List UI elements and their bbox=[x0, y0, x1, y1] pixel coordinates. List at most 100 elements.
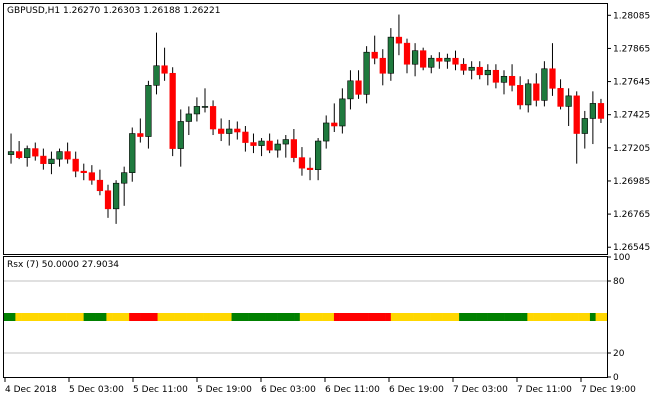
bull-candle-body bbox=[185, 113, 192, 122]
bear-candle-body bbox=[15, 151, 23, 158]
rsx-band-segment bbox=[66, 313, 73, 321]
bear-candle-body bbox=[436, 57, 443, 62]
rsx-band-segment bbox=[521, 313, 528, 321]
rsx-band-segment bbox=[146, 313, 153, 321]
price-tick-label: 1.27425 bbox=[613, 111, 650, 121]
rsx-band-segment bbox=[584, 313, 591, 321]
rsx-band-segment bbox=[538, 313, 545, 321]
indicator-tick-label: 0 bbox=[613, 373, 619, 383]
rsx-band-segment bbox=[362, 313, 369, 321]
rsx-band-segment bbox=[567, 313, 574, 321]
rsx-band-segment bbox=[129, 313, 136, 321]
bear-candle-body bbox=[460, 63, 467, 71]
rsx-band-segment bbox=[277, 313, 284, 321]
candle bbox=[306, 157, 314, 181]
candle bbox=[64, 142, 71, 164]
price-tick-label: 1.27865 bbox=[613, 44, 650, 54]
bear-candle-body bbox=[169, 72, 176, 149]
rsx-band-segment bbox=[447, 313, 454, 321]
bear-candle-body bbox=[533, 83, 540, 101]
rsx-band-segment bbox=[225, 313, 232, 321]
rsx-band-segment bbox=[385, 313, 392, 321]
candle bbox=[525, 79, 532, 113]
bear-candle-body bbox=[476, 66, 483, 76]
bear-candle-body bbox=[379, 57, 386, 74]
bear-candle-body bbox=[250, 142, 257, 146]
candle bbox=[56, 148, 63, 167]
rsx-band-segment bbox=[424, 313, 431, 321]
rsx-band-segment bbox=[254, 313, 261, 321]
candle bbox=[201, 88, 209, 113]
candle bbox=[72, 151, 79, 178]
rsx-band-segment bbox=[311, 313, 318, 321]
bear-candle-body bbox=[395, 36, 403, 44]
candle bbox=[218, 118, 225, 142]
candle bbox=[484, 64, 491, 86]
rsx-band-segment bbox=[339, 313, 346, 321]
rsx-band-segment bbox=[476, 313, 483, 321]
rsx-band-segment bbox=[89, 313, 96, 321]
time-tick-label: 6 Dec 03:00 bbox=[261, 385, 316, 395]
rsx-band-segment bbox=[453, 313, 460, 321]
rsx-band-segment bbox=[368, 313, 375, 321]
time-axis: 4 Dec 2018 5 Dec 03:00 5 Dec 11:00 5 Dec 19… bbox=[4, 378, 636, 395]
candle bbox=[274, 139, 281, 158]
candle bbox=[193, 97, 201, 122]
candle bbox=[24, 145, 31, 167]
rsx-band-segment bbox=[271, 313, 278, 321]
indicator-tick-label: 100 bbox=[613, 253, 630, 263]
bull-candle-body bbox=[589, 103, 597, 119]
bull-candle-body bbox=[112, 182, 120, 210]
bull-candle-body bbox=[581, 118, 588, 134]
rsx-band-segment bbox=[436, 313, 443, 321]
rsx-band-segment bbox=[72, 313, 79, 321]
rsx-band-segment bbox=[231, 313, 238, 321]
candle bbox=[331, 103, 338, 133]
candle bbox=[234, 121, 241, 140]
bull-candle-body bbox=[274, 143, 281, 151]
candle bbox=[129, 127, 136, 182]
candle bbox=[347, 70, 354, 110]
bear-candle-body bbox=[266, 140, 273, 151]
bull-candle-body bbox=[387, 36, 394, 74]
rsx-band-segment bbox=[459, 313, 466, 321]
candle bbox=[96, 169, 104, 196]
candle bbox=[581, 110, 588, 149]
rsx-band-segment bbox=[578, 313, 585, 321]
candle bbox=[169, 67, 176, 157]
candle bbox=[121, 166, 128, 206]
candle bbox=[363, 46, 370, 104]
rsx-band-segment bbox=[515, 313, 522, 321]
rsx-band-segment bbox=[419, 313, 426, 321]
rsx-band-segment bbox=[487, 313, 494, 321]
candle bbox=[7, 133, 15, 164]
candle bbox=[597, 98, 605, 123]
candle bbox=[314, 138, 322, 181]
rsx-band-segment bbox=[134, 313, 141, 321]
rsx-band-segment bbox=[259, 313, 266, 321]
rsx-band-segment bbox=[9, 313, 16, 321]
bull-candle-body bbox=[525, 83, 532, 106]
candle bbox=[387, 28, 394, 81]
candle bbox=[436, 52, 443, 69]
candle bbox=[468, 61, 475, 80]
rsx-band-segment bbox=[305, 313, 312, 321]
candle bbox=[32, 142, 39, 161]
rsx-band-segment bbox=[112, 313, 119, 321]
rsx-band-segment bbox=[601, 313, 608, 321]
price-panel-frame bbox=[3, 3, 608, 255]
bear-candle-body bbox=[306, 167, 314, 170]
candle bbox=[250, 133, 257, 154]
bear-candle-body bbox=[355, 80, 362, 95]
candle bbox=[589, 91, 597, 145]
rsx-band-segment bbox=[282, 313, 289, 321]
rsx-band-segment bbox=[265, 313, 272, 321]
candle bbox=[298, 147, 306, 176]
bear-candle-body bbox=[242, 131, 249, 143]
rsx-band-segment bbox=[550, 313, 557, 321]
rsx-band-segment bbox=[106, 313, 113, 321]
indicator-tick-label: 20 bbox=[613, 349, 625, 359]
rsx-band-segment bbox=[100, 313, 107, 321]
bull-candle-body bbox=[484, 69, 491, 76]
bull-candle-body bbox=[129, 133, 136, 173]
